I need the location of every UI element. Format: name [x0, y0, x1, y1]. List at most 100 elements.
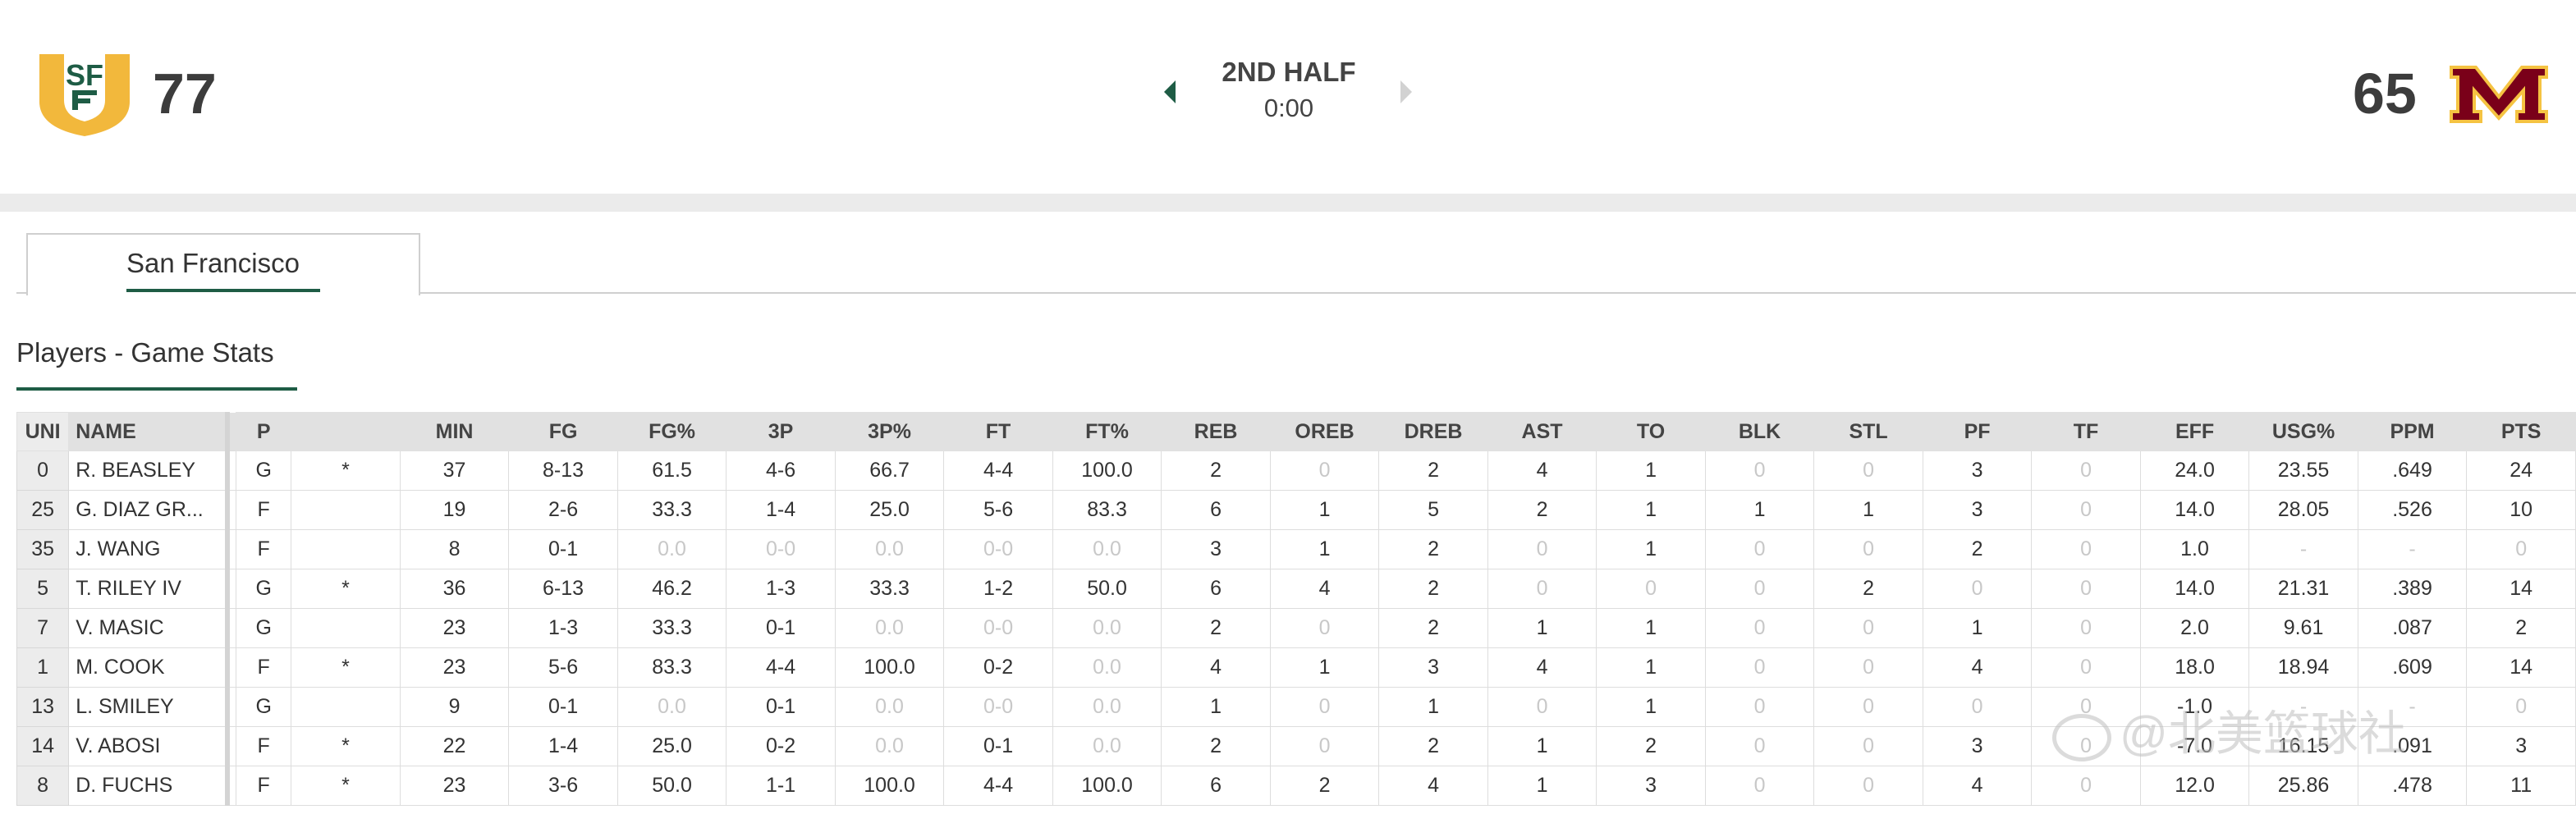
- cell-fg: 8-13: [508, 450, 618, 491]
- cell-ft-pct: 0.0: [1052, 647, 1162, 688]
- cell-3p-pct: 100.0: [834, 647, 945, 688]
- cell-fg-pct: 33.3: [616, 490, 727, 530]
- cell-name[interactable]: L. SMILEY: [68, 687, 231, 727]
- cell-name[interactable]: V. MASIC: [68, 608, 231, 648]
- cell-ft-pct: 0.0: [1052, 687, 1162, 727]
- column-header-ast[interactable]: AST: [1487, 412, 1597, 451]
- cell-usg-pct: 23.55: [2248, 450, 2358, 491]
- cell-ft-pct: 50.0: [1052, 569, 1162, 609]
- table-row: 8 D. FUCHS F * 23 3-6 50.0 1-1 100.0 4-4 100.0 6 2 4 1…: [16, 766, 2576, 806]
- cell-name[interactable]: T. RILEY IV: [68, 569, 231, 609]
- cell-reb: 4: [1161, 647, 1271, 688]
- column-header-oreb[interactable]: OREB: [1269, 412, 1380, 451]
- cell-name[interactable]: M. COOK: [68, 647, 231, 688]
- cell-p: F: [236, 726, 292, 766]
- cell-3p: 0-2: [726, 726, 836, 766]
- table-row: 1 M. COOK F * 23 5-6 83.3 4-4 100.0 0-2 0.0 4 1 3 4 1 0 0…: [16, 647, 2576, 688]
- column-header-3p[interactable]: 3P: [726, 412, 836, 451]
- column-header-uni[interactable]: UNI: [16, 412, 70, 451]
- divider-band: [0, 194, 2576, 212]
- cell-blk: 0: [1704, 450, 1815, 491]
- cell-oreb: 0: [1269, 450, 1380, 491]
- cell-blank-2: [227, 608, 237, 648]
- table-row: 7 V. MASIC G 23 1-3 33.3 0-1 0.0 0-0 0.0 2 0 2 1 1 0 0 1 0…: [16, 608, 2576, 648]
- cell-min: 23: [399, 608, 510, 648]
- cell-pf: 4: [1922, 647, 2033, 688]
- cell-blank-2: [227, 490, 237, 530]
- cell-3p-pct: 66.7: [834, 450, 945, 491]
- cell-ft-pct: 0.0: [1052, 726, 1162, 766]
- cell-name[interactable]: R. BEASLEY: [68, 450, 231, 491]
- home-score: 77: [153, 62, 217, 126]
- cell-3p: 4-4: [726, 647, 836, 688]
- cell-uni: 5: [16, 569, 70, 609]
- column-header-min[interactable]: MIN: [399, 412, 510, 451]
- caret-left-icon[interactable]: [1164, 80, 1176, 103]
- cell-eff: 24.0: [2139, 450, 2250, 491]
- caret-right-icon[interactable]: [1400, 80, 1412, 103]
- cell-3p-pct: 100.0: [834, 766, 945, 806]
- column-header-fg-pct[interactable]: FG%: [616, 412, 727, 451]
- cell-oreb: 0: [1269, 687, 1380, 727]
- cell-ppm: .478: [2357, 766, 2468, 806]
- cell-name[interactable]: V. ABOSI: [68, 726, 231, 766]
- table-header: UNI NAME P MIN FG FG% 3P 3P% FT FT% REB OREB DREB AST…: [16, 412, 2576, 451]
- cell-3p-pct: 25.0: [834, 490, 945, 530]
- column-header-to[interactable]: TO: [1596, 412, 1706, 451]
- cell-tf: 0: [2031, 647, 2141, 688]
- cell-fg-pct: 83.3: [616, 647, 727, 688]
- cell-pf: 0: [1922, 687, 2033, 727]
- column-header-reb[interactable]: REB: [1161, 412, 1271, 451]
- cell-ft-pct: 100.0: [1052, 766, 1162, 806]
- cell-ppm: -: [2357, 687, 2468, 727]
- tab-san-francisco[interactable]: San Francisco: [26, 233, 420, 295]
- column-header-3p-pct[interactable]: 3P%: [834, 412, 945, 451]
- column-header-dreb[interactable]: DREB: [1378, 412, 1488, 451]
- cell-ft: 4-4: [943, 450, 1053, 491]
- cell-name[interactable]: D. FUCHS: [68, 766, 231, 806]
- cell-ppm: .609: [2357, 647, 2468, 688]
- cell-3p-pct: 0.0: [834, 687, 945, 727]
- cell-blank-2: [227, 450, 237, 491]
- cell-3p: 0-0: [726, 529, 836, 569]
- active-tab-indicator: [126, 289, 320, 292]
- column-header-ft-pct[interactable]: FT%: [1052, 412, 1162, 451]
- column-header-blank-4[interactable]: [291, 412, 401, 451]
- column-header-name[interactable]: NAME: [68, 412, 231, 451]
- column-header-ft[interactable]: FT: [943, 412, 1053, 451]
- table-row: 25 G. DIAZ GR... F 19 2-6 33.3 1-4 25.0 5-6 83.3 6…: [16, 490, 2576, 530]
- column-header-pts[interactable]: PTS: [2466, 412, 2576, 451]
- cell-tf: 0: [2031, 608, 2141, 648]
- cell-blk: 1: [1704, 490, 1815, 530]
- column-header-blank-2[interactable]: [227, 412, 236, 451]
- cell-3p: 0-1: [726, 608, 836, 648]
- cell-ast: 4: [1487, 450, 1597, 491]
- cell-pts: 2: [2466, 608, 2576, 648]
- cell-name[interactable]: G. DIAZ GR...: [68, 490, 231, 530]
- column-header-ppm[interactable]: PPM: [2357, 412, 2468, 451]
- column-header-blk[interactable]: BLK: [1704, 412, 1815, 451]
- cell-to: 1: [1596, 529, 1706, 569]
- cell-pts: 14: [2466, 569, 2576, 609]
- cell-fg-pct: 25.0: [616, 726, 727, 766]
- cell-uni: 8: [16, 766, 70, 806]
- usf-logo: SF: [39, 54, 130, 136]
- cell-tf: 0: [2031, 490, 2141, 530]
- cell-name[interactable]: J. WANG: [68, 529, 231, 569]
- column-header-pf[interactable]: PF: [1922, 412, 2033, 451]
- column-header-usg-pct[interactable]: USG%: [2248, 412, 2358, 451]
- table-row: 0 R. BEASLEY G * 37 8-13 61.5 4-6 66.7 4-4 100.0 2 0…: [16, 450, 2576, 491]
- cell-blank-4: *: [291, 569, 401, 609]
- column-header-fg[interactable]: FG: [508, 412, 618, 451]
- column-header-tf[interactable]: TF: [2031, 412, 2141, 451]
- cell-pf: 3: [1922, 726, 2033, 766]
- cell-ppm: .649: [2357, 450, 2468, 491]
- cell-3p-pct: 33.3: [834, 569, 945, 609]
- column-header-p[interactable]: P: [236, 412, 292, 451]
- cell-blank-4: [291, 687, 401, 727]
- cell-stl: 0: [1813, 687, 1923, 727]
- column-header-stl[interactable]: STL: [1813, 412, 1923, 451]
- column-header-eff[interactable]: EFF: [2139, 412, 2250, 451]
- cell-min: 9: [399, 687, 510, 727]
- cell-ft: 0-1: [943, 726, 1053, 766]
